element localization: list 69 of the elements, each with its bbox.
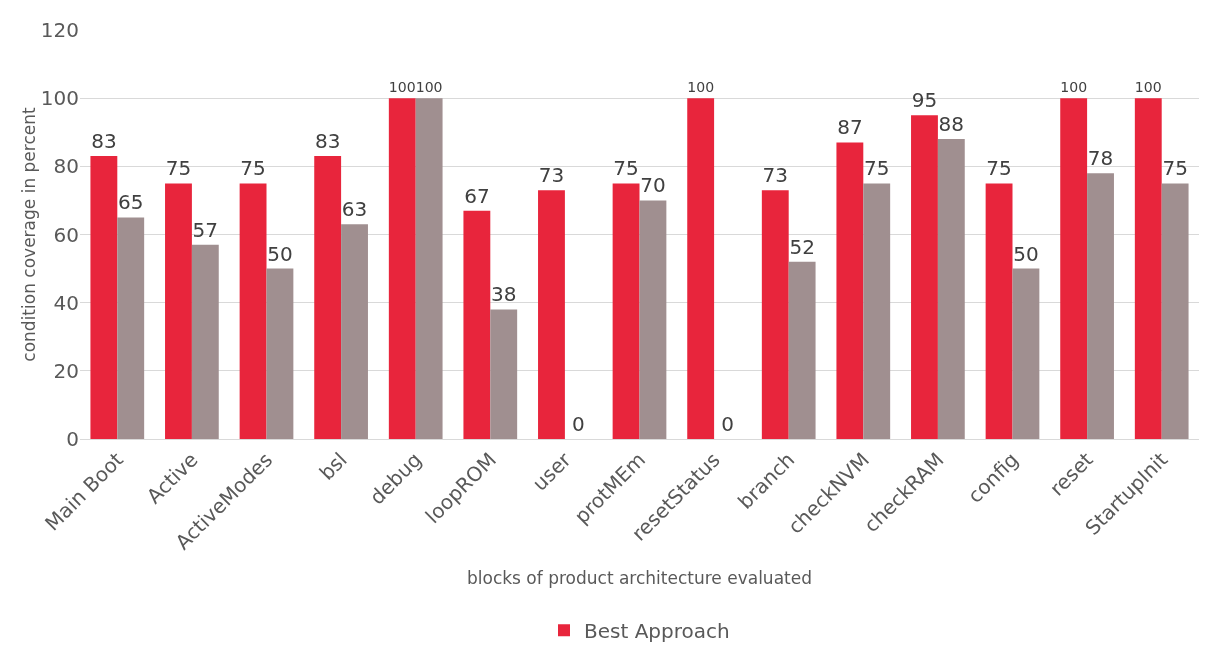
y-tick-label: 120 bbox=[40, 18, 79, 42]
bar bbox=[1161, 183, 1189, 439]
bar bbox=[788, 261, 816, 439]
data-label: 57 bbox=[192, 217, 219, 242]
y-tick-label: 60 bbox=[53, 222, 79, 247]
data-label: 65 bbox=[118, 190, 144, 215]
bar bbox=[639, 200, 667, 439]
data-label: 87 bbox=[837, 115, 863, 140]
bar bbox=[239, 183, 267, 439]
bar bbox=[415, 98, 443, 439]
data-label: 75 bbox=[165, 156, 192, 181]
bar bbox=[985, 183, 1013, 439]
data-label: 50 bbox=[267, 241, 293, 266]
bar bbox=[761, 190, 789, 439]
bar bbox=[1087, 173, 1114, 439]
bar bbox=[266, 268, 294, 439]
data-label: 83 bbox=[314, 129, 341, 154]
data-label: 50 bbox=[1013, 241, 1039, 266]
bar bbox=[1060, 98, 1088, 439]
data-label: 63 bbox=[341, 197, 368, 222]
bar bbox=[687, 98, 715, 439]
data-label: 88 bbox=[938, 112, 965, 137]
data-label: 95 bbox=[911, 88, 938, 113]
data-label: 38 bbox=[491, 282, 517, 307]
data-label: 100 bbox=[1134, 78, 1162, 95]
data-label: 52 bbox=[789, 234, 815, 259]
data-label: 75 bbox=[613, 156, 639, 181]
bar bbox=[90, 156, 118, 439]
bar bbox=[117, 217, 145, 439]
data-label: 100 bbox=[415, 78, 443, 95]
data-label: 0 bbox=[571, 412, 585, 436]
bar bbox=[165, 183, 192, 439]
data-label: 75 bbox=[986, 156, 1012, 181]
bar bbox=[314, 156, 342, 439]
bar bbox=[836, 142, 864, 439]
y-tick-label: 40 bbox=[53, 290, 79, 315]
y-axis-title: condition coverage in percent bbox=[18, 107, 39, 362]
data-label: 70 bbox=[640, 173, 666, 198]
x-axis-title: blocks of product architecture evaluated bbox=[467, 567, 812, 588]
bar bbox=[1012, 268, 1040, 439]
data-label: 0 bbox=[721, 412, 734, 436]
bar bbox=[191, 244, 219, 439]
bar bbox=[863, 183, 891, 439]
data-label: 67 bbox=[464, 183, 490, 208]
bar bbox=[341, 224, 368, 439]
y-tick-label: 0 bbox=[66, 427, 79, 451]
bar bbox=[538, 190, 565, 439]
data-label: 83 bbox=[91, 129, 117, 154]
bar bbox=[490, 309, 518, 439]
data-label: 75 bbox=[1162, 156, 1188, 181]
data-label: 73 bbox=[538, 163, 565, 188]
y-tick-label: 20 bbox=[53, 358, 79, 383]
bar bbox=[911, 115, 938, 439]
bar bbox=[1134, 98, 1162, 439]
bar bbox=[463, 210, 491, 439]
data-label: 100 bbox=[388, 78, 416, 95]
data-label: 73 bbox=[762, 163, 788, 188]
data-label: 100 bbox=[687, 78, 715, 95]
data-label: 75 bbox=[864, 156, 890, 181]
data-label: 78 bbox=[1087, 146, 1114, 171]
data-label: 100 bbox=[1060, 78, 1088, 95]
x-tick-label: bsl bbox=[314, 447, 352, 485]
bar bbox=[937, 139, 965, 439]
bar bbox=[612, 183, 640, 439]
y-tick-label: 80 bbox=[53, 154, 79, 179]
data-label: 75 bbox=[240, 156, 266, 181]
bar bbox=[388, 98, 416, 439]
y-tick-label: 100 bbox=[40, 86, 79, 111]
legend-label: Best Approach bbox=[584, 619, 730, 644]
